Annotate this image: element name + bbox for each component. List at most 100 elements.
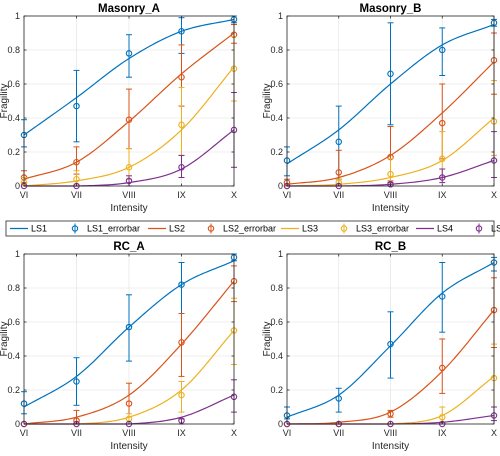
data-point-LS1 bbox=[73, 378, 80, 385]
data-point-LS1 bbox=[125, 50, 133, 57]
y-tick-label: 0.2 bbox=[270, 147, 283, 157]
y-axis-label: Fragility bbox=[0, 83, 10, 118]
x-tick-label: IX bbox=[177, 190, 186, 200]
data-point-LS2 bbox=[178, 73, 185, 81]
data-point-LS2 bbox=[125, 116, 133, 123]
x-tick-label: VII bbox=[333, 190, 344, 200]
legend-marker-LS1_errorbar bbox=[71, 225, 79, 232]
x-tick-label: X bbox=[231, 190, 237, 200]
legend-entry-LS2: LS2 bbox=[148, 224, 185, 234]
legend: LS1 LS1_errorbar LS2 LS2_errorbar LS3 LS3_err… bbox=[5, 220, 500, 237]
y-axis-label: Fragility bbox=[262, 321, 273, 356]
y-tick-label: 0.8 bbox=[270, 45, 283, 55]
data-point-LS1 bbox=[73, 102, 80, 110]
legend-entry-LS4: LS4 bbox=[416, 224, 453, 234]
data-point-LS4 bbox=[438, 174, 446, 181]
x-tick-label: VIII bbox=[384, 190, 398, 200]
data-point-LS3 bbox=[178, 391, 185, 399]
y-tick-label: 0 bbox=[278, 419, 283, 429]
x-tick-label: IX bbox=[177, 428, 186, 438]
x-tick-label: VIII bbox=[384, 428, 398, 438]
legend-label-LS2_errorbar: LS2_errorbar bbox=[223, 224, 276, 234]
series-LS1 bbox=[283, 256, 498, 420]
y-tick-label: 0.2 bbox=[270, 385, 283, 395]
legend-entry-LS3: LS3 bbox=[281, 224, 318, 234]
chart-panel-3: VI VII VIII IX X 0 0.2 0.4 0.6 0.8 1 RC_A Intensity F… bbox=[0, 241, 238, 452]
legend-label-LS3: LS3 bbox=[302, 224, 318, 234]
x-tick-label: VI bbox=[20, 190, 29, 200]
data-point-LS2 bbox=[73, 158, 80, 166]
data-point-LS4 bbox=[387, 181, 394, 188]
data-point-LS2 bbox=[178, 339, 185, 346]
y-tick-label: 0.2 bbox=[7, 385, 20, 395]
data-point-LS1 bbox=[335, 138, 342, 146]
x-axis-label: Intensity bbox=[372, 441, 409, 452]
y-axis-label: Fragility bbox=[262, 83, 273, 118]
legend-frame bbox=[5, 220, 495, 237]
y-tick-label: 0.4 bbox=[7, 351, 20, 361]
data-point-LS1 bbox=[438, 46, 446, 54]
legend-label-LS4_errorbar: LS4_errorbar bbox=[491, 224, 500, 234]
data-point-LS3 bbox=[387, 170, 394, 178]
x-axis-label: Intensity bbox=[372, 203, 409, 214]
legend-entry-LS4_errorbar: LS4_errorbar bbox=[475, 223, 500, 234]
data-point-LS3 bbox=[73, 175, 80, 183]
data-point-LS1 bbox=[438, 293, 446, 300]
x-axis-label: Intensity bbox=[110, 203, 147, 214]
chart-title: RC_B bbox=[375, 241, 406, 253]
data-point-LS2 bbox=[438, 364, 446, 372]
y-tick-label: 0.6 bbox=[270, 317, 283, 327]
chart-panel-2: VI VII VIII IX X 0 0.2 0.4 0.6 0.8 1 Masonry_B Inten… bbox=[262, 3, 498, 214]
x-tick-label: X bbox=[231, 428, 237, 438]
chart-title: RC_A bbox=[113, 241, 144, 253]
y-tick-label: 0.8 bbox=[270, 283, 283, 293]
x-tick-label: VII bbox=[71, 428, 82, 438]
data-point-LS4 bbox=[178, 164, 185, 171]
y-axis-label: Fragility bbox=[0, 321, 10, 356]
x-tick-label: VII bbox=[71, 190, 82, 200]
x-tick-label: X bbox=[491, 428, 497, 438]
data-point-LS1 bbox=[387, 340, 394, 348]
y-tick-label: 0.2 bbox=[7, 147, 20, 157]
x-tick-label: VI bbox=[283, 428, 292, 438]
data-point-LS3 bbox=[178, 121, 185, 129]
legend-label-LS2: LS2 bbox=[169, 224, 185, 234]
legend-entry-LS2_errorbar: LS2_errorbar bbox=[207, 223, 276, 234]
chart-title: Masonry_A bbox=[98, 3, 160, 15]
x-tick-label: VIII bbox=[122, 428, 136, 438]
data-point-LS2 bbox=[438, 119, 446, 127]
legend-marker-LS3_errorbar bbox=[340, 225, 348, 232]
y-tick-label: 0.8 bbox=[7, 283, 20, 293]
legend-marker-LS4_errorbar bbox=[475, 225, 483, 232]
x-tick-label: X bbox=[491, 190, 497, 200]
data-point-LS1 bbox=[387, 70, 394, 78]
x-axis-label: Intensity bbox=[110, 441, 147, 452]
x-tick-label: IX bbox=[438, 428, 447, 438]
data-point-LS2 bbox=[125, 400, 133, 407]
data-point-LS3 bbox=[125, 164, 133, 171]
y-tick-label: 0 bbox=[278, 181, 283, 191]
chart-panel-1: VI VII VIII IX X 0 0.2 0.4 0.6 0.8 1 Masonry_A Inten… bbox=[0, 3, 238, 214]
legend-marker-LS2_errorbar bbox=[207, 225, 215, 232]
y-tick-label: 0.4 bbox=[270, 351, 283, 361]
legend-label-LS1: LS1 bbox=[31, 224, 47, 234]
x-tick-label: VIII bbox=[122, 190, 136, 200]
legend-entry-LS1: LS1 bbox=[10, 224, 47, 234]
y-tick-label: 0.4 bbox=[270, 113, 283, 123]
data-point-LS1 bbox=[178, 281, 185, 288]
legend-label-LS3_errorbar: LS3_errorbar bbox=[356, 224, 409, 234]
y-tick-label: 1 bbox=[278, 249, 283, 259]
y-tick-label: 0.4 bbox=[7, 113, 20, 123]
y-tick-label: 0.8 bbox=[7, 45, 20, 55]
data-point-LS1 bbox=[335, 395, 342, 402]
y-tick-label: 0 bbox=[15, 181, 20, 191]
x-tick-label: VII bbox=[333, 428, 344, 438]
x-tick-label: VI bbox=[283, 190, 292, 200]
data-point-LS1 bbox=[125, 323, 133, 331]
y-tick-label: 0.6 bbox=[270, 79, 283, 89]
y-tick-label: 0.6 bbox=[7, 317, 20, 327]
data-point-LS1 bbox=[178, 28, 185, 35]
data-point-LS2 bbox=[387, 410, 394, 418]
data-point-LS3 bbox=[438, 155, 446, 163]
data-point-LS3 bbox=[438, 413, 446, 421]
